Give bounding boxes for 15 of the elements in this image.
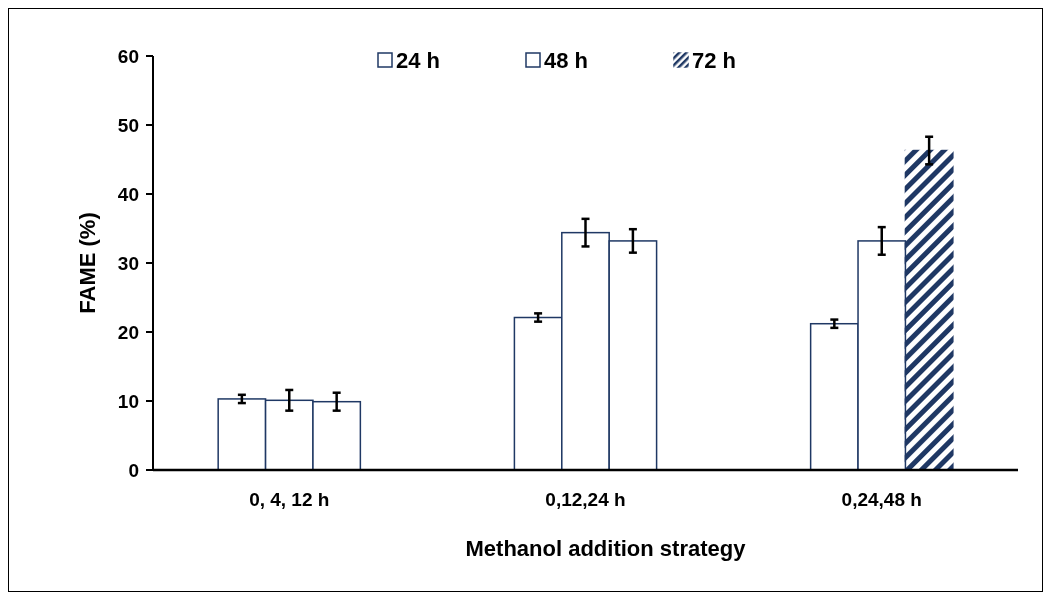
y-tick-label: 60 (117, 45, 139, 67)
y-tick-label: 0 (128, 459, 139, 481)
x-tick-label: 0,24,48 h (841, 489, 922, 510)
y-tick-label: 40 (117, 183, 139, 205)
x-axis-title: Methanol addition strategy (465, 536, 747, 561)
y-axis-title: FAME (%) (75, 212, 100, 314)
legend-label: 48 h (544, 47, 589, 73)
y-tick-label: 50 (117, 114, 139, 136)
x-tick-label: 0, 4, 12 h (249, 489, 330, 510)
legend-label: 24 h (396, 47, 441, 73)
y-tick-label: 30 (117, 252, 139, 274)
y-tick-label: 20 (117, 321, 139, 343)
legend-label: 72 h (692, 47, 737, 73)
x-tick-label: 0,12,24 h (545, 489, 626, 510)
y-tick-label: 10 (117, 390, 139, 412)
